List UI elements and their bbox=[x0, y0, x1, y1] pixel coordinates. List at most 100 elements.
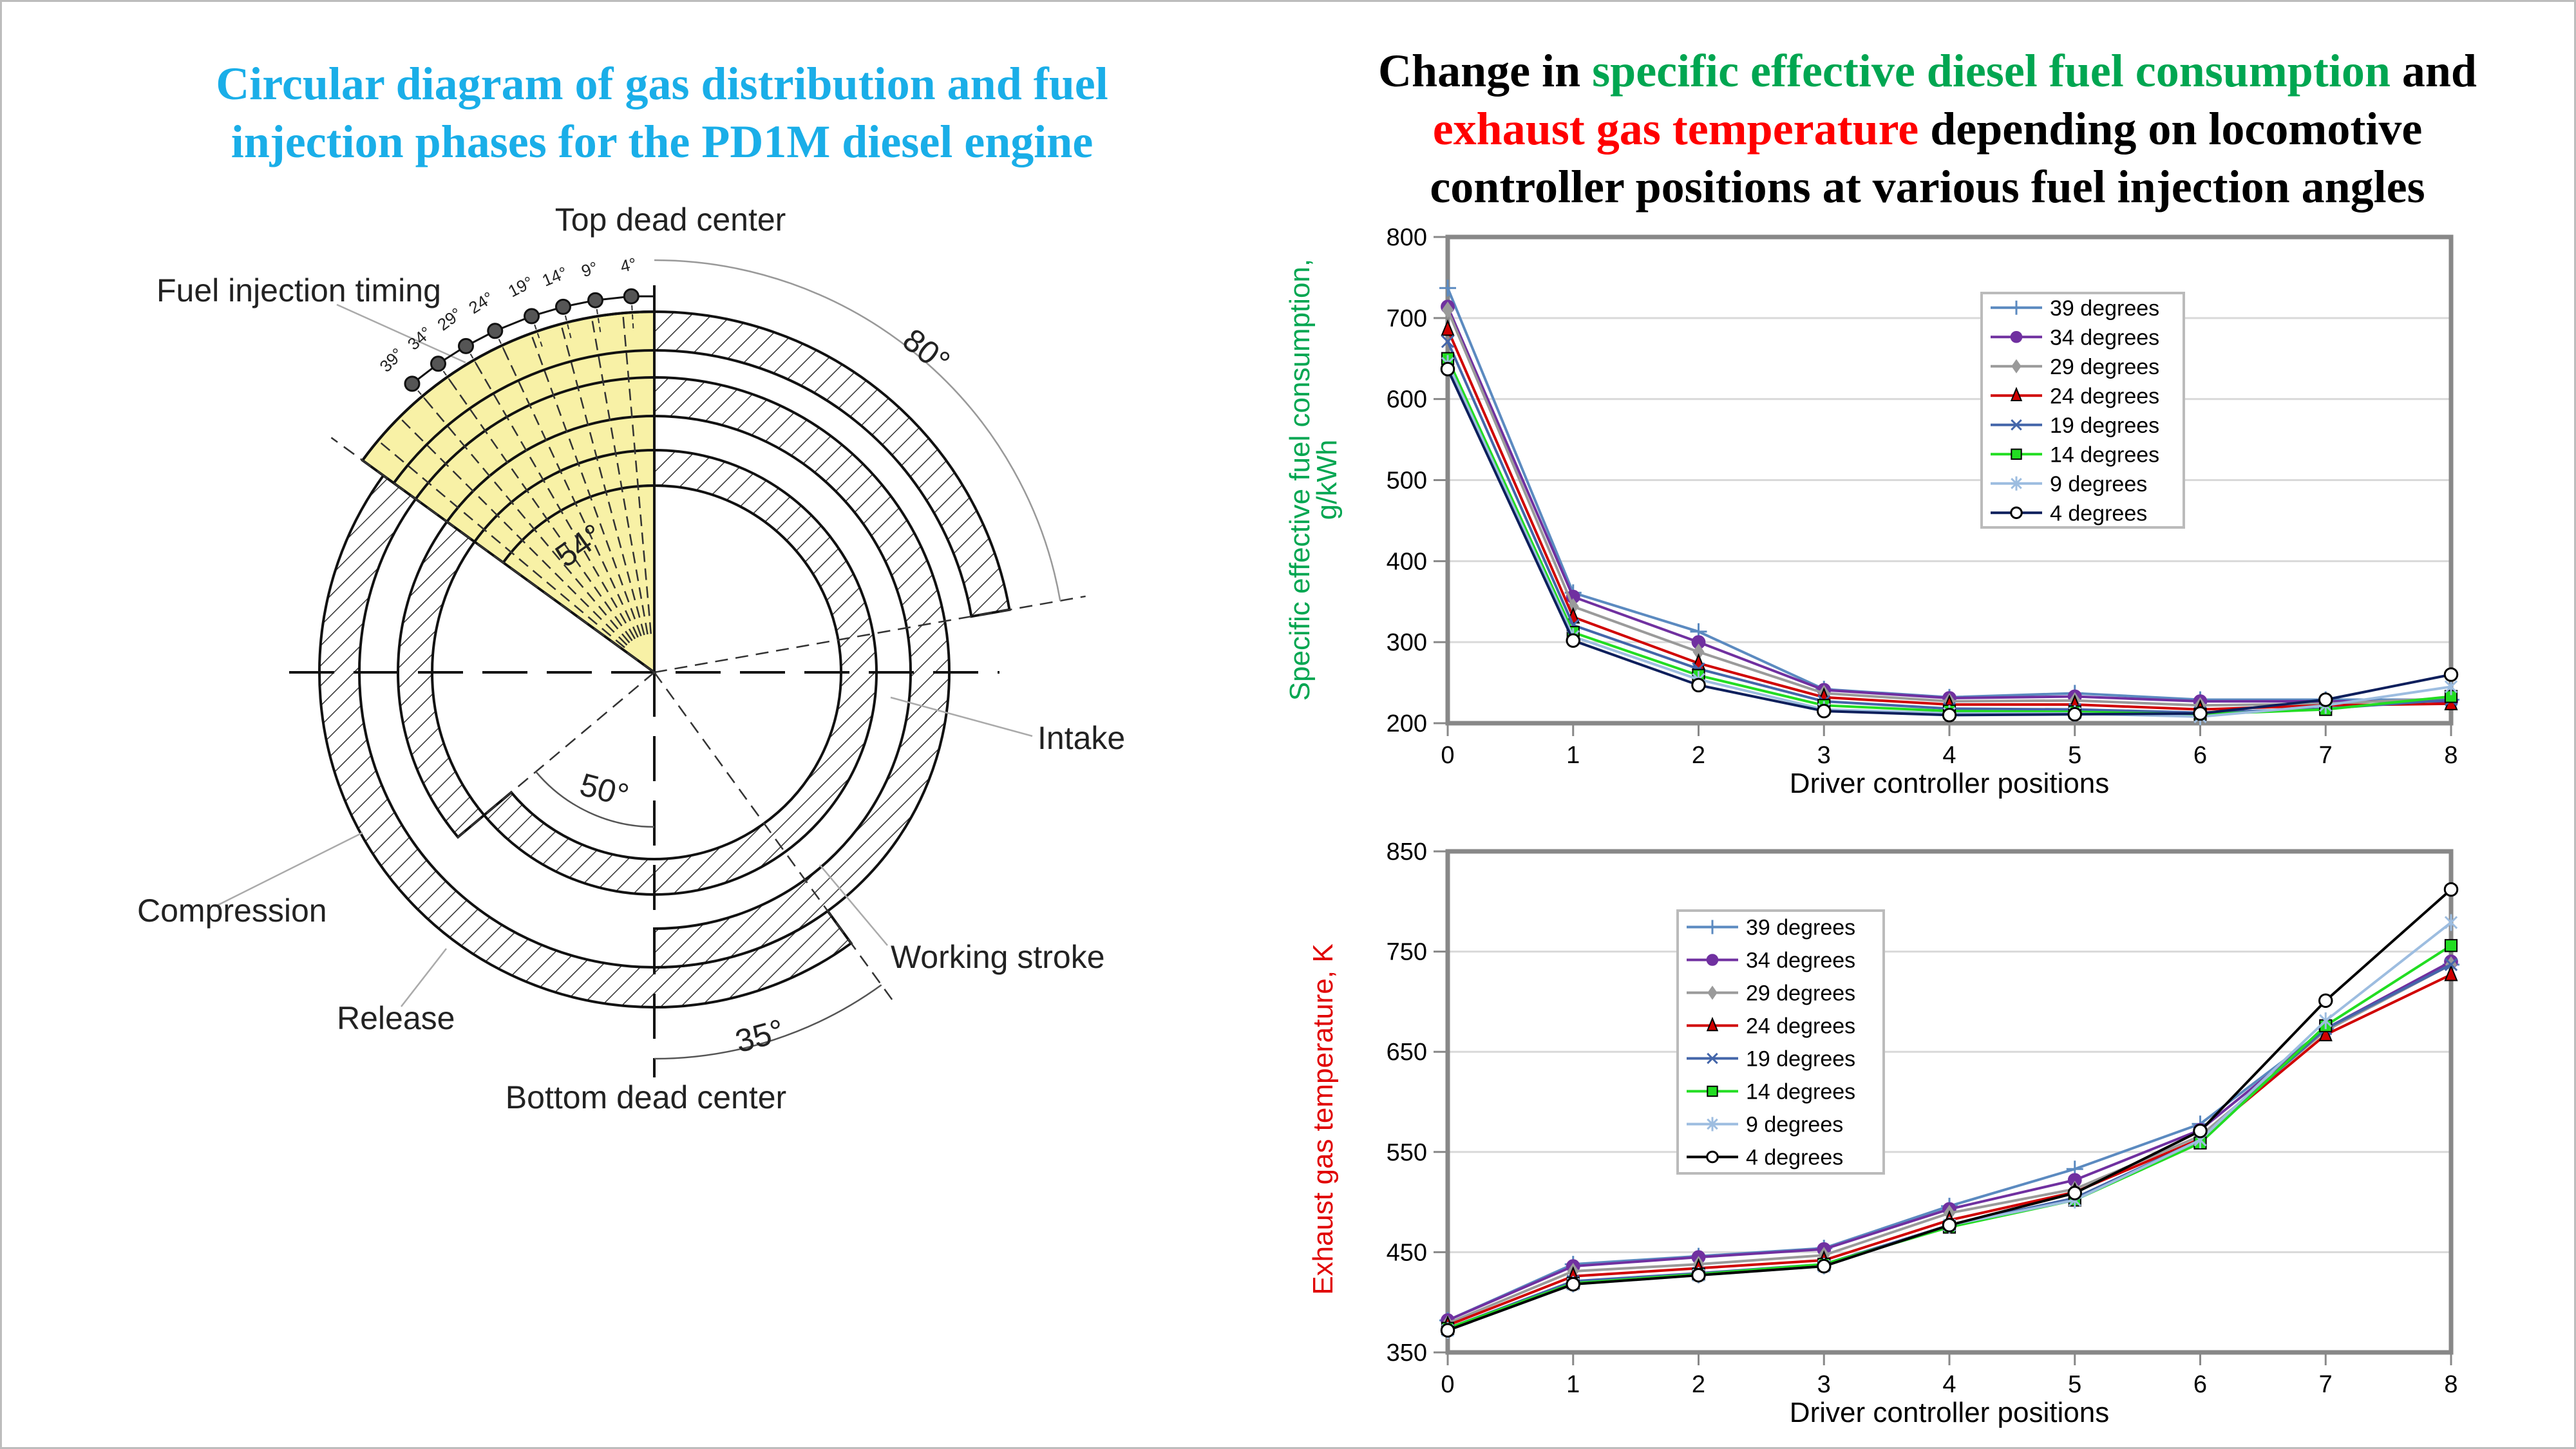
y-axis-title: Exhaust gas temperature, K bbox=[1307, 943, 1339, 1294]
open-circle-marker bbox=[1440, 361, 1455, 377]
open-circle-marker bbox=[1691, 677, 1706, 693]
legend-label: 29 degrees bbox=[2050, 355, 2159, 379]
legend-label: 39 degrees bbox=[2050, 296, 2159, 321]
x-tick-label: 4 bbox=[1942, 742, 1956, 769]
open-circle-marker bbox=[1691, 1267, 1706, 1283]
x-tick-label: 3 bbox=[1817, 742, 1831, 769]
injection-timing-dot bbox=[430, 355, 446, 372]
x-marker bbox=[2444, 958, 2458, 971]
diagram-title: Circular diagram of gas distribution and… bbox=[99, 55, 1226, 171]
y-tick-label: 450 bbox=[1387, 1239, 1427, 1266]
series-line bbox=[1446, 341, 2452, 714]
injection-tick bbox=[594, 300, 602, 336]
injection-sector-arc bbox=[392, 349, 654, 484]
x-tick-label: 3 bbox=[1817, 1371, 1831, 1398]
x-tick-label: 6 bbox=[2193, 742, 2207, 769]
x-tick-label: 5 bbox=[2068, 1371, 2081, 1398]
injection-sector-arc bbox=[473, 449, 654, 543]
open-circle-marker bbox=[1566, 633, 1580, 648]
x-tick-label: 7 bbox=[2319, 742, 2333, 769]
open-circle-marker bbox=[2067, 1186, 2082, 1200]
intake-label: Intake bbox=[1037, 720, 1125, 756]
injection-tick bbox=[412, 383, 436, 412]
x-tick-label: 8 bbox=[2444, 1371, 2458, 1398]
open-circle-marker bbox=[2318, 692, 2333, 707]
plus-marker bbox=[2009, 300, 2023, 315]
open-circle-marker bbox=[1817, 1258, 1832, 1274]
compression-label: Compression bbox=[137, 893, 327, 929]
open-circle-marker bbox=[2318, 993, 2333, 1009]
open-circle-marker bbox=[2443, 667, 2459, 682]
y-tick-label: 850 bbox=[1387, 838, 1427, 866]
circle-marker bbox=[1706, 954, 1719, 966]
open-circle-marker bbox=[1440, 1323, 1455, 1338]
title-fuel-consumption: specific effective diesel fuel consumpti… bbox=[1592, 45, 2391, 97]
square-marker bbox=[2011, 448, 2022, 460]
injection-sector-arc bbox=[502, 484, 654, 564]
title-text: and bbox=[2390, 45, 2477, 97]
diamond-marker bbox=[1707, 985, 1718, 1000]
x-marker bbox=[2011, 419, 2022, 431]
legend-label: 34 degrees bbox=[2050, 325, 2159, 350]
legend-label: 39 degrees bbox=[1746, 916, 1855, 940]
series-4-degrees bbox=[1440, 361, 2459, 723]
legend-label: 19 degrees bbox=[2050, 413, 2159, 438]
injection-tick bbox=[630, 296, 634, 332]
open-circle-marker bbox=[2010, 506, 2023, 519]
series-line bbox=[1447, 963, 2452, 1325]
title-text: depending on locomotive bbox=[1918, 103, 2423, 155]
y-tick-label: 550 bbox=[1387, 1139, 1427, 1166]
series-29-degrees bbox=[1441, 301, 2458, 714]
open-circle-marker bbox=[2067, 706, 2082, 722]
x-tick-label: 5 bbox=[2068, 742, 2081, 769]
charts-title-line-3: controller positions at various fuel inj… bbox=[1430, 161, 2425, 213]
bottom-dead-center-label: Bottom dead center bbox=[506, 1079, 786, 1115]
leader-line bbox=[214, 831, 363, 908]
plus-marker bbox=[1439, 279, 1456, 297]
y-tick-label: 200 bbox=[1387, 710, 1427, 737]
y-tick-label: 350 bbox=[1387, 1340, 1427, 1367]
leader-line bbox=[819, 864, 888, 946]
plot-frame bbox=[1445, 849, 2454, 1355]
y-tick-label: 700 bbox=[1387, 305, 1427, 332]
y-tick-label: 750 bbox=[1387, 939, 1427, 966]
release-label: Release bbox=[337, 1000, 455, 1036]
charts-title: Change in specific effective diesel fuel… bbox=[1290, 42, 2565, 216]
series-line bbox=[1447, 963, 2452, 1322]
plus-marker bbox=[1705, 920, 1719, 934]
y-tick-label: 400 bbox=[1387, 548, 1427, 575]
open-circle-marker bbox=[1566, 1276, 1580, 1292]
x-tick-label: 8 bbox=[2444, 742, 2458, 769]
triangle-marker bbox=[2010, 386, 2023, 401]
injection-start-line bbox=[330, 437, 655, 674]
injection-timing-dot bbox=[404, 375, 421, 392]
angle-80-arc bbox=[654, 259, 1061, 601]
x-tick-label: 1 bbox=[1566, 1371, 1580, 1398]
diamond-marker bbox=[1692, 643, 1705, 661]
injection-timing-dot bbox=[623, 288, 639, 305]
square-marker bbox=[1707, 1085, 1718, 1097]
legend-label: 24 degrees bbox=[2050, 384, 2159, 408]
injection-timing-dot bbox=[587, 292, 603, 308]
asterisk-marker bbox=[2444, 914, 2458, 931]
legend-label: 29 degrees bbox=[1746, 981, 1855, 1006]
series-4-degrees bbox=[1440, 882, 2459, 1338]
chart-1: 200 300 400 500 600 700 800 0 1 2 3 4 5 6 7 8 Driver con… bbox=[1284, 224, 2459, 799]
injection-tick bbox=[437, 363, 459, 393]
open-circle-marker bbox=[2443, 882, 2459, 897]
release-band bbox=[318, 473, 853, 1009]
leader-line bbox=[890, 696, 1033, 737]
y-tick-label: 650 bbox=[1387, 1039, 1427, 1066]
open-circle-marker bbox=[1817, 703, 1832, 719]
series-9-degrees bbox=[1441, 355, 2458, 725]
series-line bbox=[1446, 368, 2452, 717]
injection-sector-arc bbox=[446, 415, 654, 523]
y-axis-title: Specific effective fuel consumption, bbox=[1284, 259, 1316, 701]
legend: 39 degrees 34 degrees 29 degrees 24 degrees… bbox=[1980, 292, 2185, 529]
triangle-marker bbox=[1706, 1016, 1719, 1032]
x-axis-title: Driver controller positions bbox=[1790, 768, 2109, 799]
legend: 39 degrees 34 degrees 29 degrees 24 degrees… bbox=[1676, 909, 1885, 1175]
title-exhaust-temperature: exhaust gas temperature bbox=[1432, 103, 1919, 155]
x-tick-label: 4 bbox=[1942, 1371, 1956, 1398]
